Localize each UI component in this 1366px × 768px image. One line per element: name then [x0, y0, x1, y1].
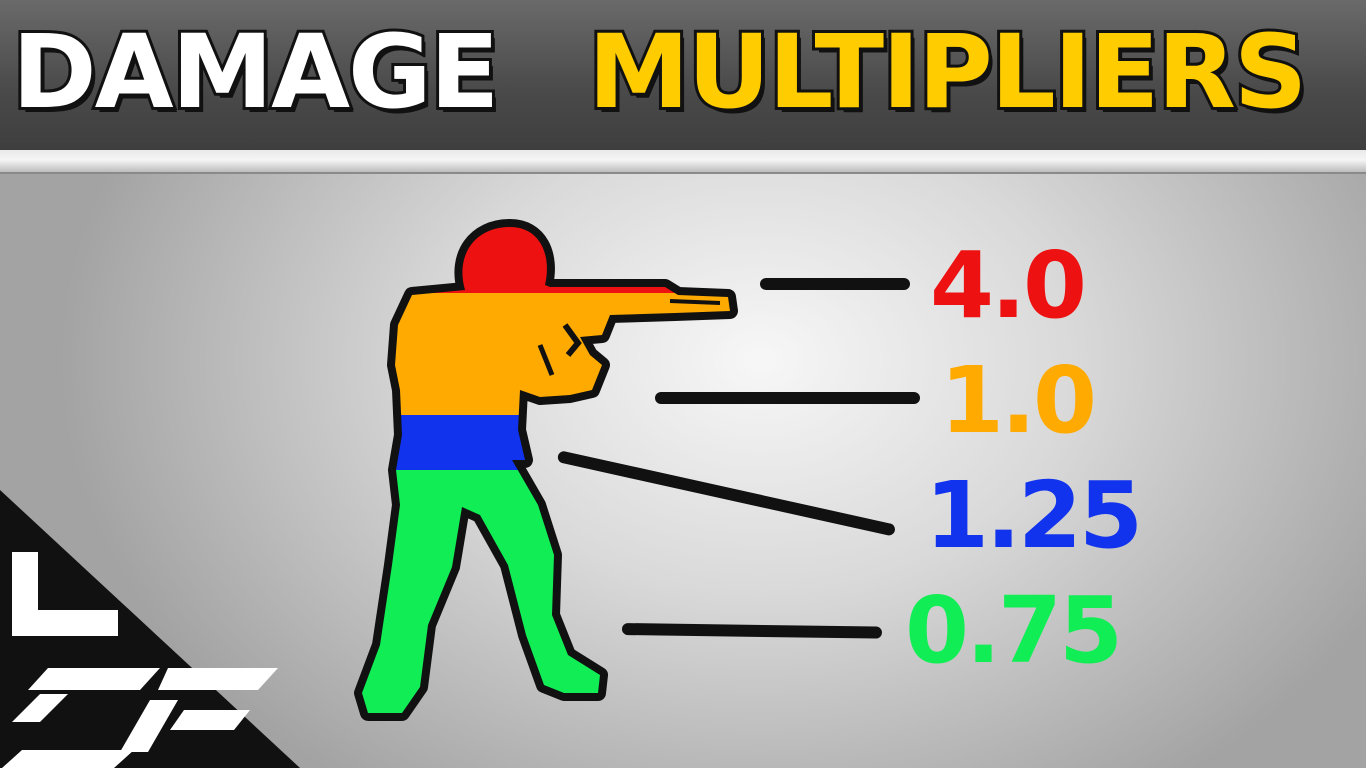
- multiplier-stomach: 1.25: [925, 462, 1143, 569]
- title-damage: DAMAGE: [9, 13, 502, 132]
- multiplier-chest: 1.0: [940, 347, 1097, 454]
- leader-line-head: [760, 278, 910, 290]
- leader-line-chest: [655, 392, 920, 404]
- title-banner: [0, 0, 1366, 150]
- title-multipliers: MULTIPLIERS: [585, 13, 1310, 132]
- lsf-logo-icon: [0, 490, 300, 768]
- multiplier-head: 4.0: [930, 232, 1087, 339]
- zone-head: [362, 227, 730, 293]
- multiplier-legs: 0.75: [905, 577, 1123, 684]
- soldier-silhouette-icon: [354, 219, 738, 721]
- banner-divider: [0, 150, 1366, 174]
